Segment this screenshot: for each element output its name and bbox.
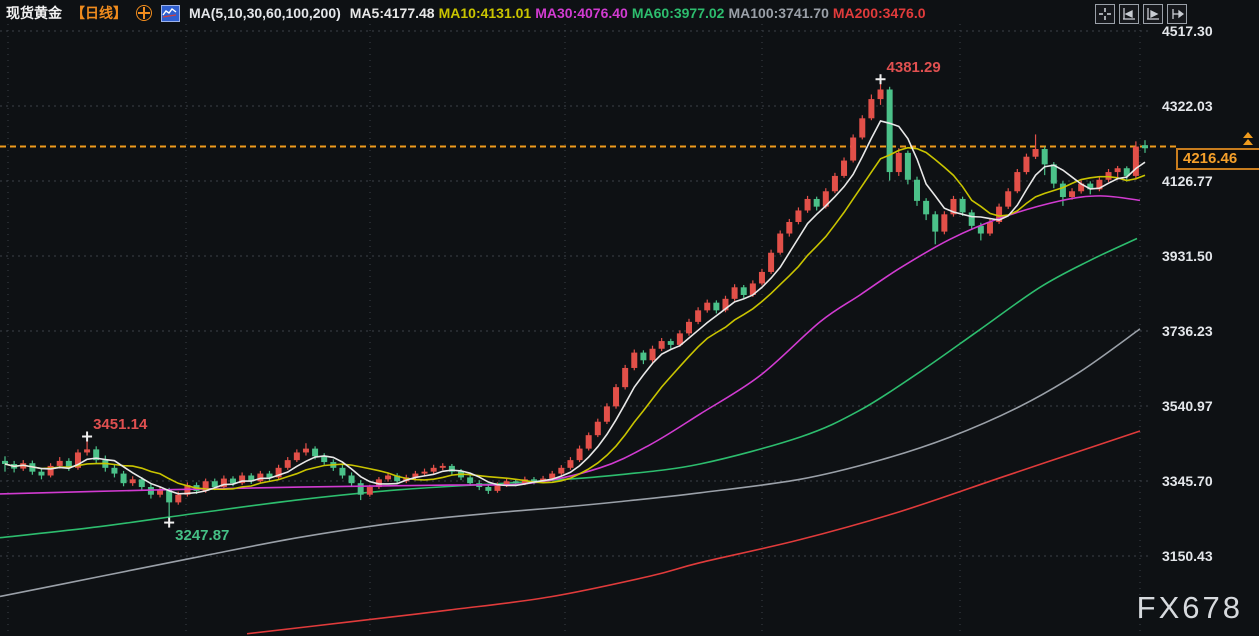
ma-parameters-label[interactable]: MA(5,10,30,60,100,200) <box>189 5 341 21</box>
ma-value-label: MA5:4177.48 <box>349 5 435 21</box>
axis-tick-label: 3150.43 <box>1162 547 1213 564</box>
extreme-price-annotation: 3247.87 <box>175 526 230 544</box>
scale-left-icon[interactable] <box>1119 4 1139 24</box>
ma-value-label: MA10:4131.01 <box>438 5 532 21</box>
axis-tick-label: 3736.23 <box>1162 322 1213 339</box>
symbol-name: 现货黄金 <box>6 5 62 21</box>
ma-values-list: MA5:4177.48 MA10:4131.01 MA30:4076.40 MA60:… <box>350 5 930 21</box>
ma-value-label: MA100:3741.70 <box>728 5 829 21</box>
period-label[interactable]: 【日线】 <box>71 5 127 21</box>
axis-tick-label: 3540.97 <box>1162 397 1213 414</box>
watermark-logo: FX678 <box>1136 590 1243 625</box>
axis-tick-label: 3931.50 <box>1162 247 1213 264</box>
chart-toolbar <box>1095 4 1187 24</box>
ma-value-label: MA30:4076.40 <box>535 5 628 21</box>
axis-tick-label: 4322.03 <box>1162 98 1213 114</box>
circle-plus-icon[interactable] <box>136 5 152 21</box>
ma-value-label: MA60:3977.02 <box>631 5 725 21</box>
current-price-arrow-icon <box>1243 132 1253 146</box>
axis-tick-label: 4126.77 <box>1162 172 1213 189</box>
chart-header: 现货黄金 【日线】 MA(5,10,30,60,100,200) MA5:417… <box>6 3 930 23</box>
current-price-badge: 4216.46 <box>1176 148 1259 170</box>
pan-right-icon[interactable] <box>1167 4 1187 24</box>
ma-value-label: MA200:3476.0 <box>832 5 926 21</box>
chart-style-icon[interactable] <box>161 4 180 22</box>
extreme-price-annotation: 3451.14 <box>93 416 148 434</box>
axis-tick-label: 3345.70 <box>1162 472 1213 489</box>
move-icon[interactable] <box>1095 4 1115 24</box>
axis-tick-label: 4517.30 <box>1162 23 1213 39</box>
scale-right-icon[interactable] <box>1143 4 1163 24</box>
extreme-price-annotation: 4381.29 <box>886 59 941 77</box>
